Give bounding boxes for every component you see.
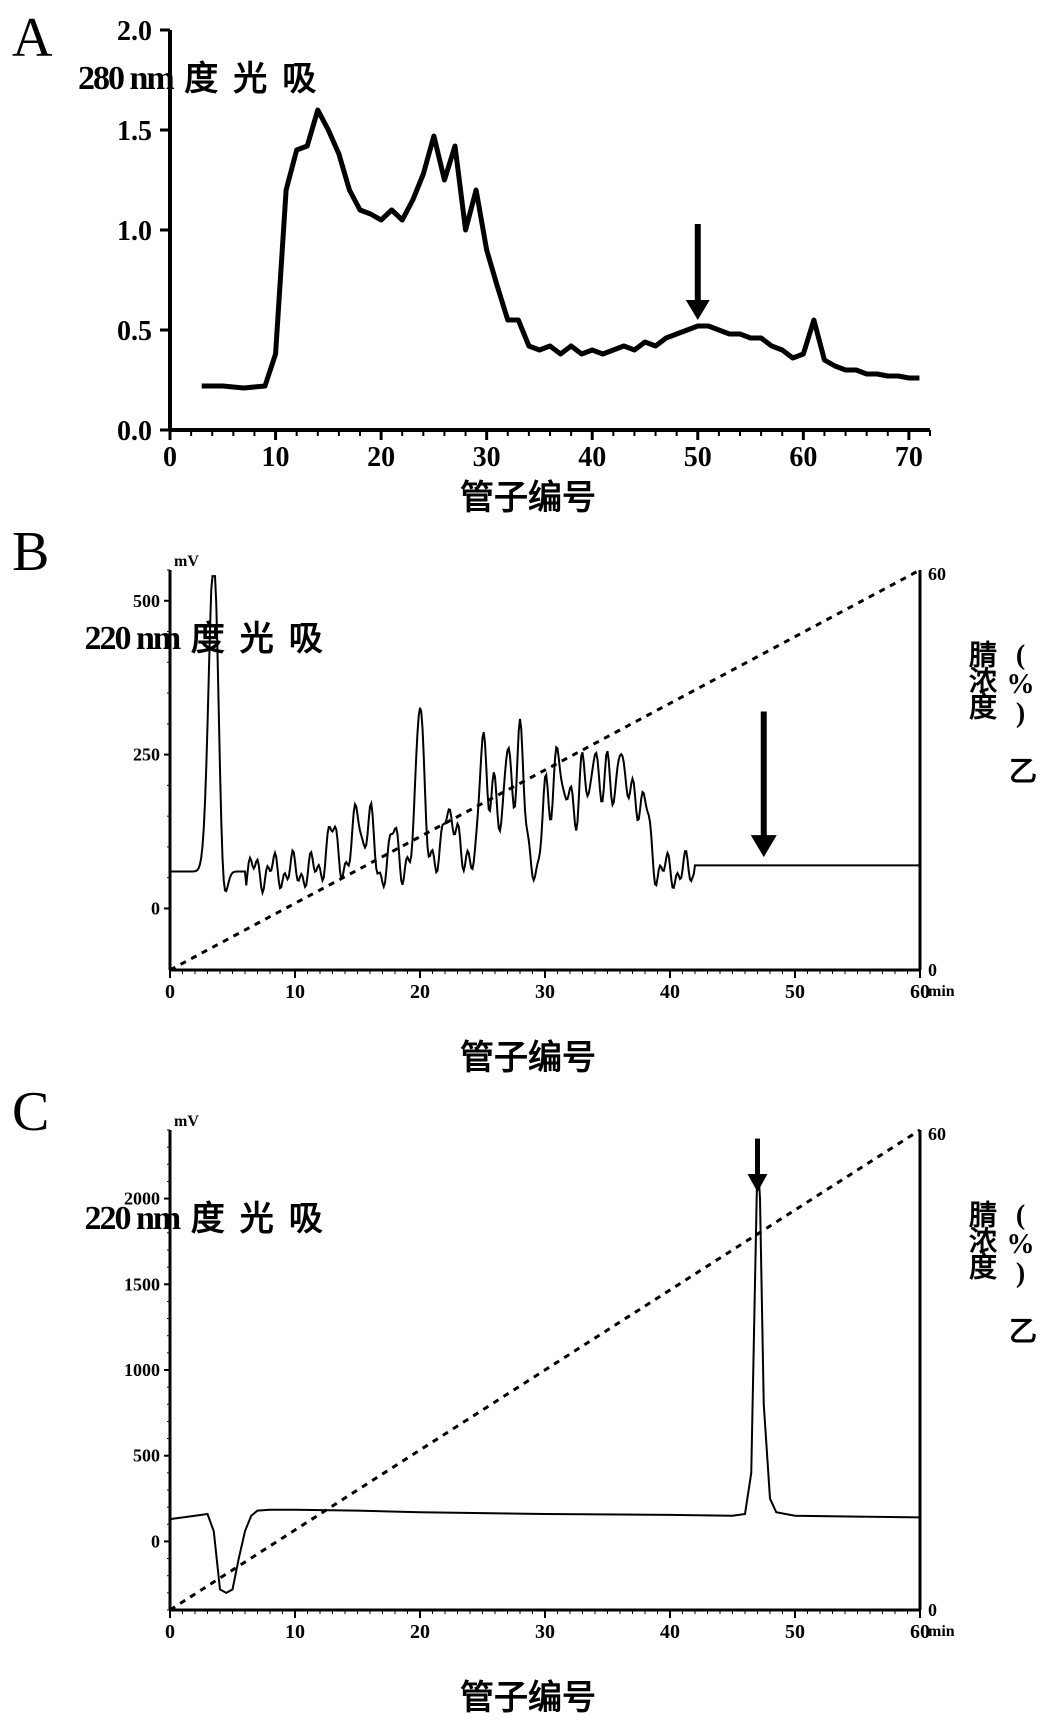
svg-text:500: 500 <box>133 1446 160 1466</box>
svg-text:50: 50 <box>684 442 712 473</box>
svg-text:0: 0 <box>151 898 160 918</box>
panel-c-chart: 01020304050600500100015002000600mVmin <box>0 1100 1044 1690</box>
svg-text:2000: 2000 <box>124 1189 160 1209</box>
panel-a-chart: 0 10 20 30 40 50 60 70 0.0 0.5 1.0 1.5 2.0 <box>0 0 1044 500</box>
svg-text:30: 30 <box>535 981 555 1003</box>
svg-text:30: 30 <box>535 1621 555 1643</box>
panel-a-xlabel: 管子编号 <box>460 470 596 519</box>
svg-text:30: 30 <box>473 442 501 473</box>
svg-text:mV: mV <box>174 553 199 570</box>
svg-text:0: 0 <box>151 1531 160 1551</box>
svg-text:1500: 1500 <box>124 1274 160 1294</box>
panel-b-chart: 01020304050600250500600mVmin <box>0 540 1044 1040</box>
svg-text:0: 0 <box>165 981 175 1003</box>
svg-text:500: 500 <box>133 591 160 611</box>
svg-text:10: 10 <box>285 1621 305 1643</box>
svg-text:20: 20 <box>410 981 430 1003</box>
svg-text:0.0: 0.0 <box>117 416 152 447</box>
svg-text:10: 10 <box>285 981 305 1003</box>
svg-text:1.5: 1.5 <box>117 116 152 147</box>
svg-text:mV: mV <box>174 1113 199 1130</box>
panel-c-xlabel: 管子编号 <box>460 1670 596 1719</box>
svg-text:0: 0 <box>928 1600 937 1620</box>
svg-text:250: 250 <box>133 745 160 765</box>
svg-text:2.0: 2.0 <box>117 16 152 47</box>
svg-text:60: 60 <box>910 1621 930 1643</box>
svg-text:1000: 1000 <box>124 1360 160 1380</box>
panel-b-xlabel: 管子编号 <box>460 1030 596 1079</box>
svg-text:min: min <box>928 1623 955 1640</box>
svg-text:0: 0 <box>165 1621 175 1643</box>
svg-text:40: 40 <box>578 442 606 473</box>
svg-text:60: 60 <box>928 564 946 584</box>
svg-text:60: 60 <box>789 442 817 473</box>
svg-text:60: 60 <box>910 981 930 1003</box>
svg-text:60: 60 <box>928 1124 946 1144</box>
svg-text:40: 40 <box>660 1621 680 1643</box>
svg-text:70: 70 <box>895 442 923 473</box>
svg-text:min: min <box>928 983 955 1000</box>
svg-text:50: 50 <box>785 981 805 1003</box>
svg-text:20: 20 <box>410 1621 430 1643</box>
svg-text:10: 10 <box>262 442 290 473</box>
svg-text:0.5: 0.5 <box>117 316 152 347</box>
svg-text:40: 40 <box>660 981 680 1003</box>
svg-text:50: 50 <box>785 1621 805 1643</box>
svg-text:1.0: 1.0 <box>117 216 152 247</box>
svg-text:20: 20 <box>367 442 395 473</box>
svg-text:0: 0 <box>163 442 177 473</box>
svg-text:0: 0 <box>928 960 937 980</box>
